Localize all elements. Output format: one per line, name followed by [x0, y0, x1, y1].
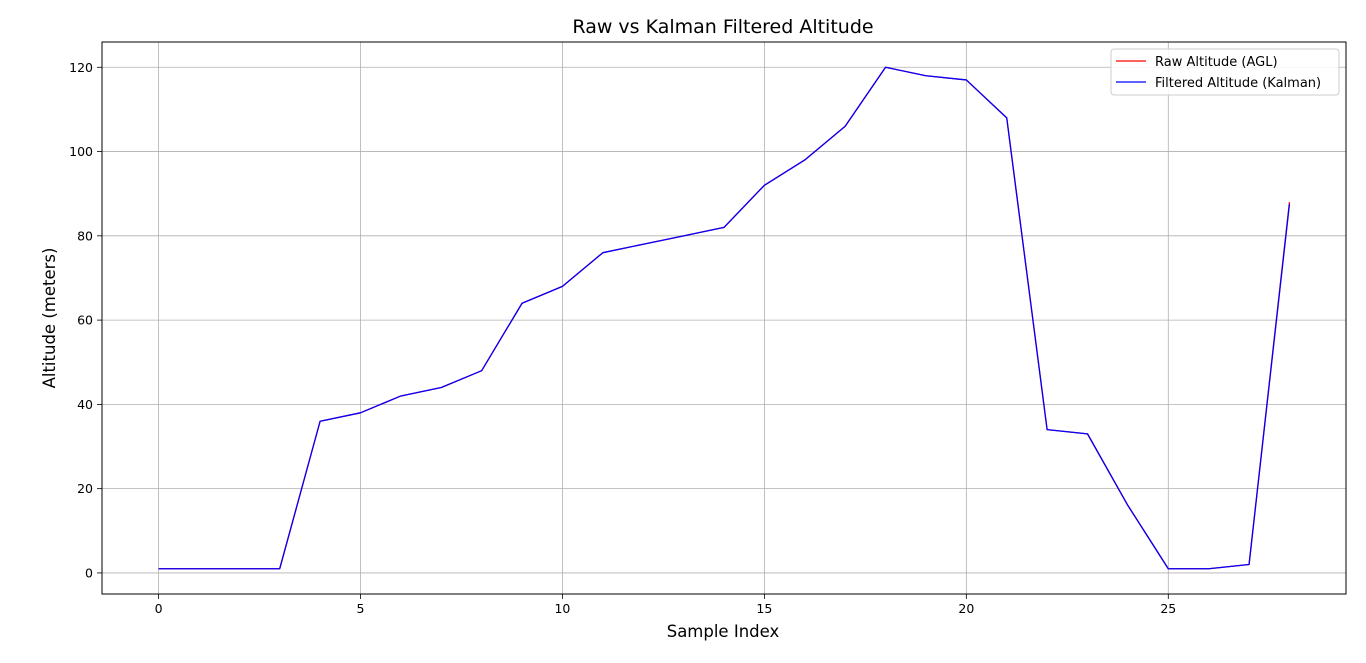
y-tick-label: 20	[77, 481, 93, 496]
series-line-raw	[158, 66, 1291, 570]
x-tick-label: 5	[357, 601, 365, 616]
x-tick-label: 0	[155, 601, 163, 616]
x-tick-label: 10	[554, 601, 570, 616]
x-tick-label: 15	[756, 601, 772, 616]
series-lines	[158, 66, 1291, 570]
y-tick-label: 60	[77, 313, 93, 328]
grid-lines	[102, 42, 1346, 594]
y-tick-label: 40	[77, 397, 93, 412]
legend-box	[1110, 48, 1340, 96]
x-tick-label: 20	[958, 601, 974, 616]
legend-label-raw: Raw Altitude (AGL)	[1155, 55, 1278, 70]
legend: Raw Altitude (AGL) Filtered Altitude (Ka…	[1110, 48, 1340, 96]
legend-label-filtered: Filtered Altitude (Kalman)	[1155, 76, 1321, 91]
x-tick-label: 25	[1160, 601, 1176, 616]
y-tick-label: 0	[85, 565, 93, 580]
x-axis-label: Sample Index	[667, 622, 780, 641]
y-tick-label: 100	[69, 144, 93, 159]
y-tick-label: 120	[69, 60, 93, 75]
y-tick-label: 80	[77, 228, 93, 243]
series-line-filtered	[158, 66, 1291, 570]
plot-area-frame	[101, 41, 1347, 595]
chart-title: Raw vs Kalman Filtered Altitude	[572, 16, 873, 38]
axis-ticks: 0 5 10 15 20 25 0 20 40 60 80 100 120	[69, 60, 1176, 616]
y-axis-label: Altitude (meters)	[40, 248, 59, 389]
